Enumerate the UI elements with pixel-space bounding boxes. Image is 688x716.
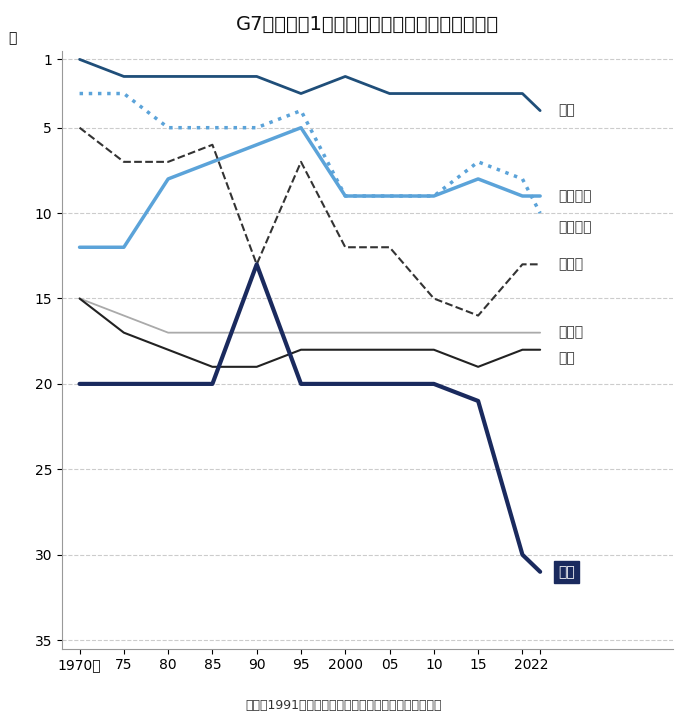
- Text: （注）1991年以前は西ドイツ、出所は日本生産性本部: （注）1991年以前は西ドイツ、出所は日本生産性本部: [246, 699, 442, 712]
- Text: イタリア: イタリア: [558, 189, 592, 203]
- Text: 日本: 日本: [558, 565, 574, 579]
- Text: 英国: 英国: [558, 352, 574, 365]
- Text: フランス: フランス: [558, 220, 592, 233]
- Title: G7の就業者1人当たり労働生産性の順位の変遷: G7の就業者1人当たり労働生産性の順位の変遷: [236, 15, 499, 34]
- Text: 位: 位: [9, 31, 17, 45]
- Text: カナダ: カナダ: [558, 326, 583, 339]
- Text: 米国: 米国: [558, 104, 574, 117]
- Text: ドイツ: ドイツ: [558, 257, 583, 271]
